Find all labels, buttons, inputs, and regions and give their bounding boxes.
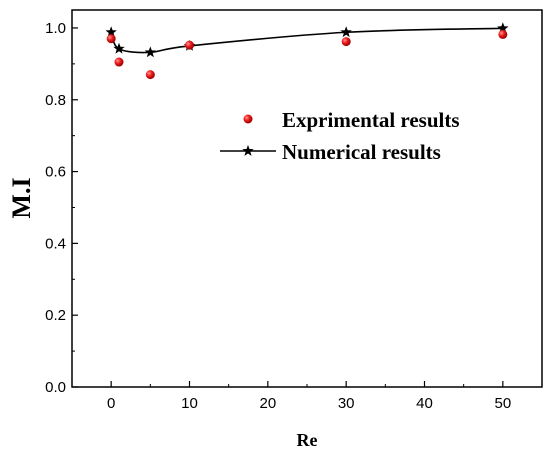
y-tick-label: 0.0: [45, 379, 66, 396]
numerical-results-point: [497, 22, 509, 34]
legend-exprimental-marker: [243, 114, 253, 124]
exprimental-results-series: [106, 29, 508, 80]
y-tick-label: 1.0: [45, 20, 66, 37]
exprimental-results-point: [106, 34, 116, 44]
numerical-results-line: [110, 27, 503, 54]
numerical-results-point: [113, 42, 125, 54]
plot-area-frame: [71, 9, 543, 388]
x-axis-title: Re: [297, 430, 318, 450]
legend-exprimental-label: Exprimental results: [282, 108, 460, 132]
y-axis: 0.0 0.2 0.4 0.6 0.8 1.0: [45, 20, 78, 396]
exprimental-results-point: [145, 70, 155, 80]
legend-numerical-label: Numerical results: [282, 140, 441, 164]
exprimental-results-point: [185, 40, 194, 50]
numerical-results-point: [105, 26, 117, 38]
legend-numerical-marker: [242, 145, 254, 156]
numerical-results-point: [144, 46, 157, 58]
numerical-results-point: [340, 26, 352, 38]
y-tick-label: 0.4: [45, 235, 66, 252]
y-axis-title: M.I: [7, 177, 36, 218]
x-tick-label: 10: [181, 395, 198, 412]
exprimental-results-point: [341, 37, 351, 47]
x-tick-label: 20: [259, 395, 276, 412]
x-tick-label: 30: [338, 395, 355, 412]
y-tick-label: 0.2: [45, 307, 66, 324]
exprimental-results-point: [498, 29, 508, 39]
x-tick-label: 0: [107, 395, 115, 412]
y-tick-label: 0.8: [45, 92, 66, 109]
legend: Exprimental results Numerical results: [220, 108, 460, 164]
x-axis: 0 10 20 30 40 50: [71, 381, 543, 412]
y-tick-label: 0.6: [45, 164, 66, 181]
numerical-results-series: [110, 27, 503, 54]
x-tick-label: 40: [416, 395, 433, 412]
exprimental-results-point: [114, 57, 124, 67]
numerical-results-markers: [105, 22, 509, 58]
x-tick-label: 50: [494, 395, 511, 412]
